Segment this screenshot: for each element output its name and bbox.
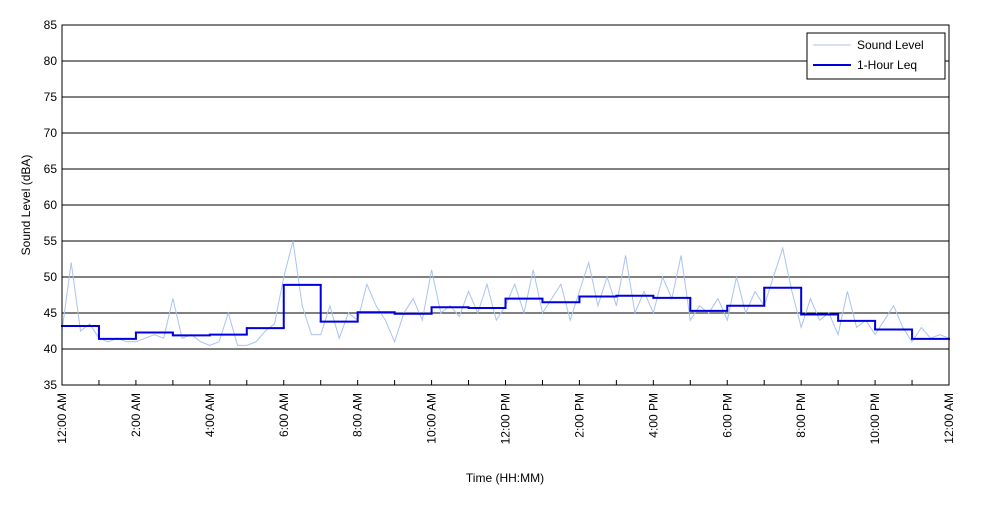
x-tick-label: 6:00 AM	[277, 393, 291, 437]
legend-box	[806, 32, 946, 80]
y-tick-label: 85	[44, 18, 58, 32]
step-line	[61, 283, 950, 340]
x-tick-label: 2:00 PM	[572, 393, 586, 438]
y-axis-label: Sound Level (dBA)	[19, 155, 33, 256]
legend-label: Sound Level	[857, 38, 924, 52]
y-tick-label: 35	[44, 378, 58, 392]
y-tick-label: 45	[44, 306, 58, 320]
x-tick-label: 2:00 AM	[129, 393, 143, 437]
y-tick-label: 55	[44, 234, 58, 248]
y-tick-label: 60	[44, 198, 58, 212]
x-tick-label: 4:00 AM	[203, 393, 217, 437]
y-tick-label: 75	[44, 90, 58, 104]
x-tick-label: 12:00 AM	[942, 393, 956, 444]
y-tick-label: 65	[44, 162, 58, 176]
x-tick-label: 8:00 PM	[794, 393, 808, 438]
x-tick-label: 6:00 PM	[720, 393, 734, 438]
x-tick-label: 8:00 AM	[351, 393, 365, 437]
y-tick-label: 70	[44, 126, 58, 140]
x-tick-label: 12:00 PM	[499, 393, 513, 444]
x-tick-label: 12:00 AM	[55, 393, 69, 444]
x-tick-label: 4:00 PM	[646, 393, 660, 438]
x-tick-label: 10:00 PM	[868, 393, 882, 444]
y-tick-label: 40	[44, 342, 58, 356]
x-axis-label: Time (HH:MM)	[466, 471, 544, 485]
legend-label: 1-Hour Leq	[857, 58, 917, 72]
y-tick-label: 50	[44, 270, 58, 284]
plot-frame	[61, 24, 950, 386]
y-tick-label: 80	[44, 54, 58, 68]
x-tick-label: 10:00 AM	[425, 393, 439, 444]
